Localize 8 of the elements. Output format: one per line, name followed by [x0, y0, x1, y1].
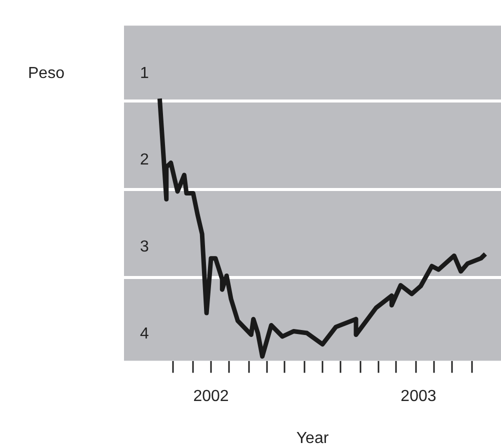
- y-tick-label: 3: [140, 238, 149, 256]
- y-tick-label: 2: [140, 152, 149, 169]
- x-tick-label: 2003: [400, 388, 436, 405]
- y-tick-label: 1: [140, 64, 149, 82]
- x-tick-label: 2002: [193, 388, 229, 405]
- y-tick-label: 4: [140, 325, 149, 342]
- x-axis-title: Year: [296, 430, 330, 447]
- y-axis-title: Peso: [28, 64, 65, 82]
